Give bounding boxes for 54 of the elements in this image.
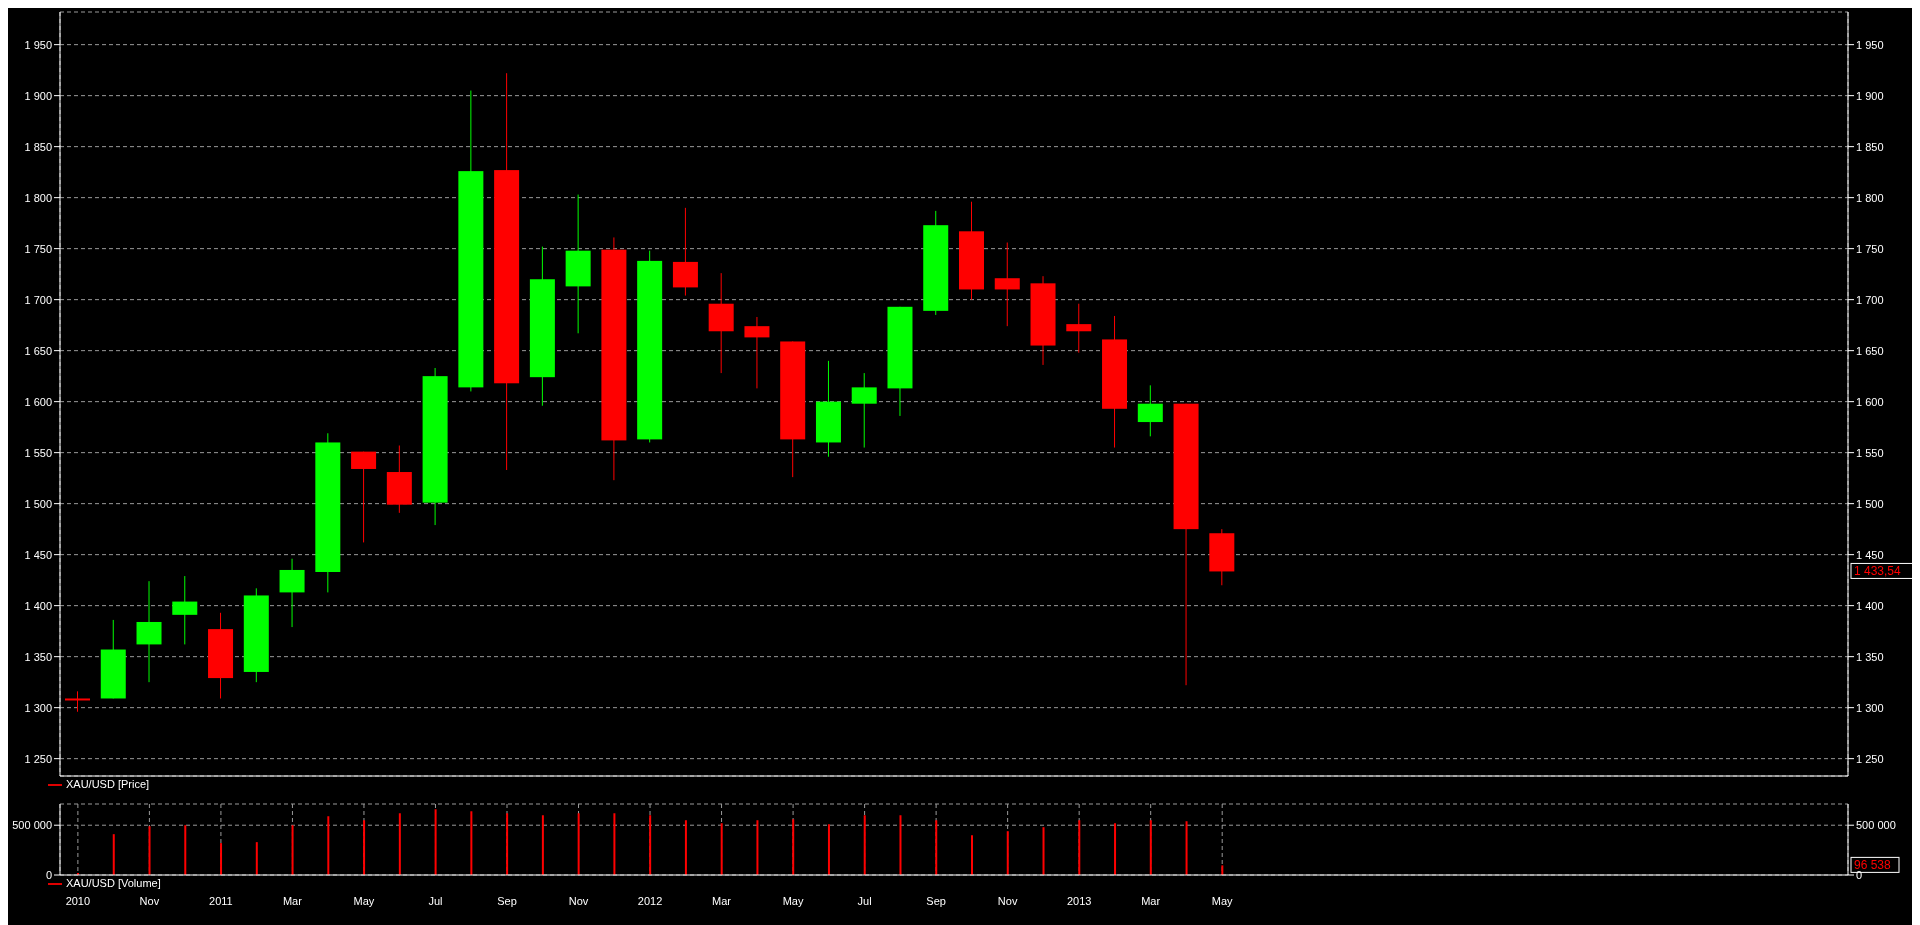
y2-tick-label: 1 900 (1856, 89, 1884, 102)
x-tick-label: Nov (139, 895, 160, 907)
y-tick-label: 1 350 (24, 650, 52, 663)
x-tick-label: May (1211, 895, 1234, 907)
x-tick-label: Sep (497, 895, 517, 907)
y-tick-label: 0 (45, 869, 52, 881)
text: 96 538 (1854, 858, 1892, 873)
y-tick-label: 1 750 (24, 242, 52, 255)
text: XAU/USD [Price] (66, 778, 150, 790)
y-tick-label: 1 250 (24, 752, 52, 765)
y-tick-label: 1 550 (24, 446, 52, 459)
x-tick-label: 2011 (209, 895, 233, 907)
y-tick-label: 1 500 (24, 497, 52, 510)
x-tick-label: Sep (926, 895, 946, 907)
y-tick-label: 1 950 (24, 38, 52, 51)
x-tick-label: 2013 (1066, 895, 1092, 907)
y-tick-label: 1 900 (24, 89, 52, 102)
y-tick-label: 1 800 (24, 191, 52, 204)
y-tick-label: 1 600 (24, 395, 52, 408)
y-tick-label: 1 700 (24, 293, 52, 306)
text: 1 433,54 (1854, 564, 1902, 579)
x-tick-label: Nov (568, 895, 589, 907)
x-tick-label: May (353, 895, 375, 907)
y2-tick-label: 1 700 (1856, 293, 1884, 306)
y2-tick-label: 1 650 (1856, 344, 1884, 357)
y2-tick-label: 1 450 (1856, 548, 1884, 561)
y2-tick-label: 1 300 (1856, 701, 1884, 714)
y2-tick-label: 500 000 (1856, 819, 1896, 832)
y-tick-label: 1 650 (24, 344, 52, 357)
series-label: XAU/USD [Volume] (66, 877, 161, 889)
y-tick-label: 1 850 (24, 140, 52, 153)
y2-tick-label: 1 250 (1856, 752, 1884, 765)
y-tick-label: 1 300 (24, 701, 52, 714)
x-tick-label: Mar (712, 895, 732, 907)
x-tick-label: Jul (428, 895, 443, 907)
y2-tick-label: 1 550 (1856, 446, 1884, 459)
y-tick-label: 1 450 (24, 548, 52, 561)
y-tick-label: 500 000 (12, 819, 52, 832)
y2-tick-label: 1 850 (1856, 140, 1884, 153)
x-tick-label: Nov (997, 895, 1018, 907)
y2-tick-label: 1 350 (1856, 650, 1884, 663)
y2-tick-label: 1 400 (1856, 599, 1884, 612)
y2-tick-label: 1 500 (1856, 497, 1884, 510)
y2-tick-label: 1 950 (1856, 38, 1884, 51)
y2-tick-label: 1 800 (1856, 191, 1884, 204)
y-tick-label: 1 400 (24, 599, 52, 612)
x-tick-label: Mar (1141, 895, 1161, 907)
x-tick-label: May (782, 895, 804, 907)
x-tick-label: 2012 (637, 895, 663, 907)
x-tick-label: Mar (282, 895, 303, 907)
y2-tick-label: 1 750 (1856, 242, 1884, 255)
x-tick-label: 2010 (65, 895, 91, 907)
x-tick-label: Jul (857, 895, 872, 907)
y2-tick-label: 1 600 (1856, 395, 1884, 408)
